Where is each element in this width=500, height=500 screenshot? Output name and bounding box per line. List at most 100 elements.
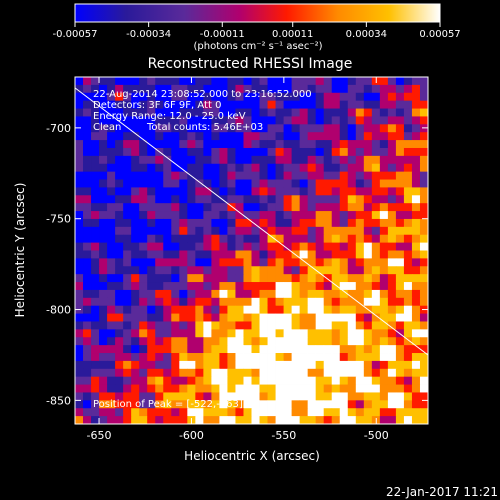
heatmap-cell [75,321,84,330]
heatmap-cell [235,179,244,188]
heatmap-cell [179,313,188,322]
heatmap-cell [243,392,252,401]
heatmap-cell [139,416,148,424]
heatmap-cell [123,132,132,141]
heatmap-cell [91,116,100,125]
heatmap-cell [155,321,164,330]
heatmap-cell [235,376,244,385]
heatmap-cell [315,392,325,401]
heatmap-cell [187,226,196,236]
heatmap-cell [259,242,268,251]
heatmap-cell [171,155,180,165]
heatmap-cell [283,408,293,417]
heatmap-cell [195,155,204,165]
heatmap-cell [331,171,341,180]
heatmap-cell [139,116,148,125]
y-tick-label: -750 [46,213,71,226]
heatmap-cell [171,297,180,307]
heatmap-cell [91,337,100,346]
heatmap-cell [347,274,357,283]
heatmap-cell [235,108,244,117]
heatmap-cell [195,400,204,409]
heatmap-cell [195,84,204,94]
heatmap-cell [91,305,100,314]
heatmap-cell [307,353,317,362]
heatmap-cell [235,408,244,417]
heatmap-cell [283,384,293,393]
heatmap-cell [259,100,268,109]
heatmap-cell [235,313,244,322]
heatmap-cell [155,289,164,299]
heatmap-cell [395,368,405,378]
heatmap-cell [259,408,268,417]
annotation-detectors: Detectors: 3F 6F 9F, Att 0 [93,100,221,111]
heatmap-cell [219,321,228,330]
heatmap-cell [371,400,381,409]
heatmap-cell [115,313,124,322]
heatmap-cell [275,282,284,291]
heatmap-cell [315,163,325,173]
heatmap-cell [331,92,341,102]
heatmap-cell [91,100,100,109]
heatmap-cell [387,408,397,417]
chart-title: Reconstructed RHESSI Image [148,56,353,72]
heatmap-cell [291,392,301,401]
heatmap-cell [131,226,140,236]
heatmap-cell [307,289,317,299]
heatmap-cell [299,282,309,291]
heatmap-cell [323,211,333,220]
heatmap-cell [299,163,309,173]
heatmap-cell [323,187,333,196]
heatmap-cell [315,313,325,322]
heatmap-cell [91,400,100,409]
heatmap-cell [355,84,365,94]
heatmap-cell [155,140,164,149]
heatmap-cell [139,124,148,133]
heatmap-cell [187,179,196,188]
heatmap-cell [403,132,413,141]
heatmap-cell [227,84,236,94]
heatmap-cell [115,92,124,102]
heatmap-cell [411,140,421,149]
heatmap-cell [75,282,84,291]
heatmap-cell [131,218,140,228]
heatmap-cell [171,353,180,362]
heatmap-cell [131,84,140,94]
heatmap-cell [147,345,156,354]
heatmap-cell [147,408,156,417]
heatmap-cell [227,329,236,338]
heatmap-cell [259,163,268,173]
heatmap-cell [171,384,180,393]
heatmap-cell [411,274,421,283]
heatmap-cell [283,226,293,236]
heatmap-cell [187,100,196,109]
heatmap-cell [387,368,397,378]
heatmap-cell [355,376,365,385]
heatmap-cell [371,116,381,125]
heatmap-cell [267,274,276,283]
heatmap-cell [347,360,357,370]
heatmap-cell [267,376,276,385]
heatmap-cell [419,360,428,370]
heatmap-cell [195,203,204,212]
heatmap-cell [299,329,309,338]
heatmap-cell [307,360,317,370]
heatmap-cell [307,84,317,94]
heatmap-cell [75,100,84,109]
heatmap-cell [419,108,428,117]
heatmap-cell [243,345,252,354]
heatmap-cell [403,368,413,378]
plot-frame [74,76,429,425]
heatmap-cell [307,171,317,180]
heatmap-cell [179,297,188,307]
heatmap-cell [115,305,124,314]
heatmap-cell [115,211,124,220]
heatmap-cell [315,179,325,188]
heatmap-cell [179,376,188,385]
heatmap-cell [315,132,325,141]
heatmap-cell [131,329,140,338]
heatmap-cell [419,345,428,354]
heatmap-cell [179,108,188,117]
heatmap-cell [83,305,92,314]
heatmap-cell [195,329,204,338]
